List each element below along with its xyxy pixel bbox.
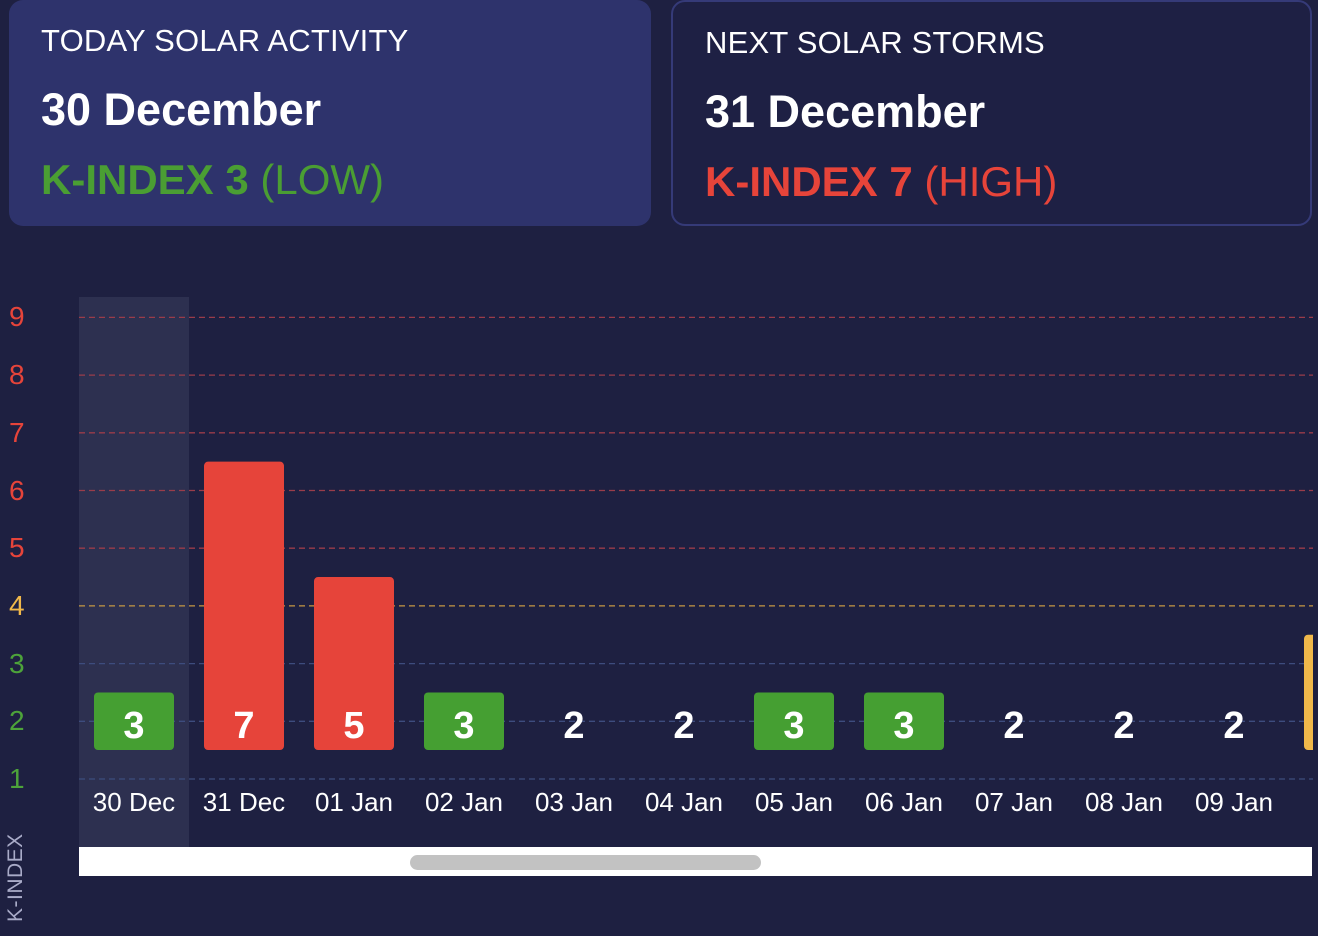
- next-kindex-value: K-INDEX 7: [705, 158, 913, 205]
- bar-value-label: 2: [673, 705, 694, 747]
- bar-02-jan[interactable]: [424, 692, 504, 750]
- bar-value-label: 5: [343, 705, 364, 747]
- bar-value-label: 2: [563, 705, 584, 747]
- x-tick-label: 09 Jan: [1195, 787, 1273, 817]
- today-kindex-level: (LOW): [260, 156, 385, 203]
- bar-value-label: 7: [233, 705, 254, 747]
- today-highlight-column: [79, 297, 189, 847]
- y-tick-label: 1: [9, 763, 25, 794]
- bar-30-dec[interactable]: [94, 692, 174, 750]
- x-tick-label: 08 Jan: [1085, 787, 1163, 817]
- x-tick-label: 04 Jan: [645, 787, 723, 817]
- x-tick-label: 06 Jan: [865, 787, 943, 817]
- y-tick-label: 3: [9, 647, 25, 679]
- bar-value-label: 3: [893, 705, 914, 747]
- y-tick-label: 9: [9, 301, 25, 333]
- x-tick-label: 05 Jan: [755, 787, 833, 817]
- y-tick-label: 8: [9, 359, 25, 391]
- x-tick-label: 30 Dec: [93, 787, 175, 817]
- today-activity-card: TODAY SOLAR ACTIVITY 30 December K-INDEX…: [9, 0, 651, 226]
- bar-31-dec[interactable]: [204, 461, 284, 750]
- bar-value-label: 3: [453, 705, 474, 747]
- x-tick-label: 03 Jan: [535, 787, 613, 817]
- bar-01-jan[interactable]: [314, 577, 394, 750]
- next-card-heading: NEXT SOLAR STORMS: [705, 25, 1045, 60]
- bar-value-label: 2: [1223, 705, 1244, 747]
- x-tick-label: 02 Jan: [425, 787, 503, 817]
- bar-05-jan[interactable]: [754, 692, 834, 750]
- bar-value-label: 2: [1003, 705, 1024, 747]
- next-card-kindex: K-INDEX 7 (HIGH): [705, 161, 1310, 203]
- today-card-date: 30 December: [41, 84, 322, 135]
- today-card-kindex: K-INDEX 3 (LOW): [41, 159, 651, 201]
- bar-value-label: 3: [123, 705, 144, 747]
- x-tick-label: 01 Jan: [315, 787, 393, 817]
- today-card-heading: TODAY SOLAR ACTIVITY: [41, 23, 409, 58]
- next-storms-card: NEXT SOLAR STORMS 31 December K-INDEX 7 …: [671, 0, 1312, 226]
- bar-06-jan[interactable]: [864, 692, 944, 750]
- x-tick-label: 07 Jan: [975, 787, 1053, 817]
- y-tick-label: 7: [9, 416, 25, 448]
- bar-value-label: 2: [1113, 705, 1134, 747]
- y-tick-label: 4: [9, 589, 25, 621]
- y-tick-label: 2: [9, 705, 25, 737]
- next-kindex-level: (HIGH): [924, 158, 1058, 205]
- next-card-date: 31 December: [705, 86, 986, 137]
- bar-1[interactable]: [1304, 634, 1318, 750]
- scrollbar-thumb[interactable]: [410, 855, 761, 870]
- y-tick-label: 6: [9, 474, 25, 506]
- y-tick-label: 5: [9, 532, 25, 564]
- x-tick-label: 31 Dec: [203, 787, 285, 817]
- today-kindex-value: K-INDEX 3: [41, 156, 249, 203]
- y-axis-label: K-INDEX: [4, 833, 27, 922]
- bar-value-label: 3: [783, 705, 804, 747]
- chart-horizontal-scrollbar[interactable]: [79, 847, 1312, 876]
